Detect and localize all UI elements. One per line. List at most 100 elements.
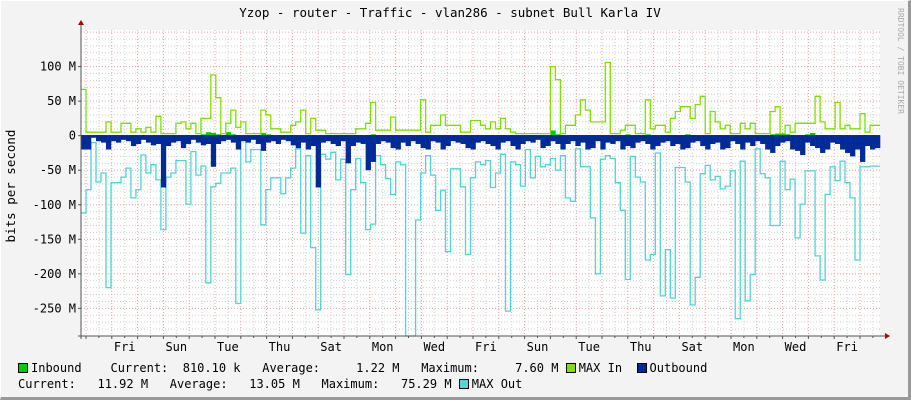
outbound-bar [175, 135, 182, 142]
outbound-average: 13.05 M [249, 377, 300, 391]
inbound-bar [735, 134, 741, 136]
inbound-bar [635, 134, 641, 136]
outbound-bar [195, 135, 202, 143]
inbound-bar [110, 134, 117, 136]
inbound-bar [315, 134, 321, 136]
inbound-bar [320, 134, 326, 136]
outbound-bar [690, 135, 696, 143]
inbound-bar [685, 134, 691, 136]
outbound-bar [270, 135, 277, 142]
inbound-bar [160, 134, 167, 136]
inbound-bar [515, 134, 521, 136]
inbound-bar [600, 134, 606, 136]
inbound-bar [240, 134, 247, 136]
inbound-bar [775, 133, 781, 136]
outbound-bar [95, 135, 102, 142]
outbound-bar [795, 135, 801, 151]
inbound-bar [780, 133, 786, 136]
inbound-bar [620, 134, 626, 136]
outbound-bar [165, 135, 172, 147]
outbound-bar [315, 135, 321, 188]
outbound-bar [355, 135, 361, 143]
outbound-bar [435, 135, 441, 143]
outbound-bar [685, 135, 691, 149]
outbound-bar [340, 135, 346, 142]
y-tick-label: 50 M [47, 94, 76, 108]
outbound-bar [660, 135, 666, 143]
outbound-bar [605, 135, 611, 143]
outbound-bar [475, 135, 481, 143]
y-tick-label: 0 [69, 129, 76, 143]
inbound-bar [605, 134, 611, 136]
inbound-bar [580, 134, 586, 136]
outbound-bar [575, 135, 581, 147]
inbound-bar [200, 134, 207, 136]
outbound-bar [715, 135, 721, 143]
chart-title: Yzop - router - Traffic - vlan286 - subn… [239, 5, 661, 20]
inbound-bar [665, 134, 671, 136]
outbound-bar [295, 135, 302, 149]
outbound-bar [230, 135, 237, 143]
inbound-bar [185, 134, 192, 136]
inbound-average-label: Average: [262, 361, 321, 375]
outbound-bar [735, 135, 741, 144]
x-tick-label: Sun [165, 340, 187, 354]
outbound-bar [730, 135, 736, 142]
inbound-bar [670, 134, 676, 136]
x-tick-label: Mon [372, 340, 394, 354]
inbound-bar [425, 134, 431, 136]
outbound-bar [240, 135, 247, 142]
outbound-bar [205, 135, 212, 144]
outbound-bar [530, 135, 536, 143]
inbound-bar [745, 134, 751, 136]
outbound-bar [595, 135, 601, 142]
inbound-bar [400, 134, 406, 136]
outbound-bar [430, 135, 436, 142]
inbound-bar [825, 134, 831, 136]
legend-outbound-label: Outbound [649, 361, 708, 375]
outbound-bar [130, 135, 137, 147]
outbound-bar [140, 135, 147, 140]
inbound-bar [590, 134, 596, 136]
inbound-current: 810.10 k [182, 361, 241, 375]
inbound-bar [730, 134, 736, 136]
outbound-bar [160, 135, 167, 188]
outbound-bar [275, 135, 282, 144]
outbound-bar [845, 135, 851, 153]
inbound-bar [770, 134, 776, 136]
inbound-bar [360, 134, 366, 136]
legend-inbound-label: Inbound [31, 361, 82, 375]
outbound-bar [370, 135, 376, 162]
legend-row-1: Inbound Current: 810.10 k Average: 1.22 … [18, 361, 707, 375]
inbound-bar [510, 134, 516, 136]
outbound-bar [280, 135, 287, 140]
inbound-bar [420, 134, 426, 136]
x-axis-arrow-icon [885, 333, 890, 339]
outbound-bar [330, 135, 336, 144]
outbound-bar [625, 135, 631, 147]
outbound-bar [225, 135, 232, 140]
outbound-bar [365, 135, 371, 171]
inbound-bar [210, 132, 217, 136]
outbound-bar [815, 135, 821, 149]
inbound-bar [290, 134, 297, 136]
inbound-bar [450, 134, 456, 136]
inbound-bar [530, 134, 536, 136]
inbound-bar [495, 134, 501, 136]
inbound-current-label: Current: [110, 361, 169, 375]
outbound-bar [610, 135, 616, 144]
inbound-bar [305, 134, 312, 136]
outbound-bar [515, 135, 521, 150]
outbound-bar [810, 135, 816, 147]
x-tick-label: Tue [578, 340, 600, 354]
inbound-bar [755, 134, 761, 136]
outbound-bar [290, 135, 297, 146]
inbound-maximum: 7.60 M [515, 361, 559, 375]
inbound-bar [445, 134, 451, 136]
outbound-bar [100, 135, 107, 143]
outbound-bar [245, 135, 252, 143]
y-tick-label: 100 M [40, 60, 76, 74]
inbound-bar [130, 134, 137, 136]
outbound-bar [125, 135, 132, 142]
y-tick-label: -200 M [33, 267, 76, 281]
